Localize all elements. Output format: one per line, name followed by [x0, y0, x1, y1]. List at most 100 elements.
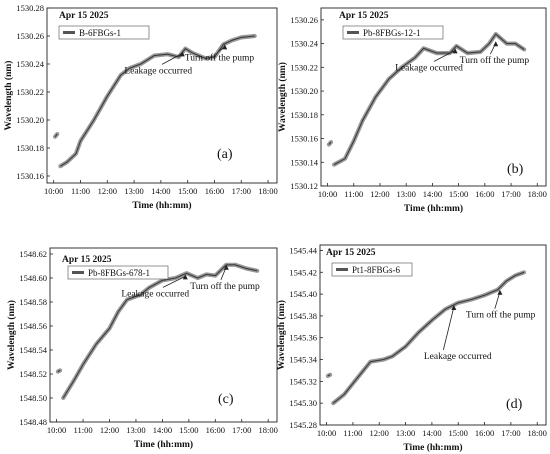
legend-label: Pb-8FBGs-12-1 [363, 28, 421, 38]
x-tick-label: 13:00 [397, 189, 416, 199]
annotation-arrowhead [222, 44, 228, 50]
y-tick-label: 1545.32 [289, 376, 317, 386]
x-tick-label: 15:00 [449, 189, 468, 199]
x-tick-label: 14:00 [423, 189, 442, 199]
y-tick-label: 1530.26 [16, 31, 44, 41]
legend-box [331, 262, 413, 277]
y-axis-label: Wavelength (nm) [276, 300, 287, 370]
y-tick-label: 1530.16 [16, 171, 44, 181]
y-tick-label: 1530.22 [16, 87, 44, 97]
annotation-label: Turn off the pump [460, 55, 530, 66]
date-text: Apr 15 2025 [59, 11, 109, 21]
y-tick-label: 1530.28 [16, 3, 44, 13]
x-tick-label: 10:00 [317, 428, 336, 438]
y-tick-label: 1530.20 [16, 115, 44, 125]
x-axis-label: Time (hh:mm) [403, 442, 462, 453]
series-line-main [60, 35, 255, 167]
annotation-arrowhead [451, 305, 457, 310]
y-tick-label: 1530.24 [290, 39, 318, 49]
x-tick-label: 11:00 [74, 425, 93, 435]
date-text: Apr 15 2025 [62, 255, 112, 265]
annotation-arrowhead [223, 264, 229, 270]
y-tick-label: 1548.58 [19, 297, 47, 307]
chart-panel-c: 10:00 11:00 12:00 13:00 14:00 15:00 16:00 17:00… [6, 247, 278, 450]
y-tick-label: 1548.62 [19, 249, 47, 259]
annotation-label: Turn off the pump [185, 52, 255, 63]
annotation-arrowhead [497, 289, 503, 295]
y-tick-label: 1545.30 [289, 398, 317, 408]
annotation-label: Leakage occurred [121, 289, 189, 299]
y-tick-label: 1545.44 [289, 245, 317, 255]
annotation-arrow [162, 276, 186, 288]
legend-label: B-6FBGs-1 [79, 28, 121, 38]
x-axis-label: Time (hh:mm) [132, 200, 191, 211]
y-tick-label: 1530.16 [290, 134, 318, 144]
annotation-label: Leakage occurred [124, 66, 192, 76]
x-tick-label: 14:00 [422, 428, 441, 438]
x-tick-label: 16:00 [475, 189, 494, 199]
series-line-pre [54, 133, 58, 138]
annotation-label: Turn off the pump [466, 310, 536, 321]
plot-frame [320, 7, 547, 187]
x-tick-label: 17:00 [232, 425, 251, 435]
chart-panel-a: 10:00 11:00 12:00 13:00 14:00 15:00 16:00 17:00… [3, 3, 278, 211]
annotation-label: Turn off the pump [190, 281, 260, 292]
x-tick-label: 13:00 [126, 425, 145, 435]
x-tick-label: 16:00 [205, 186, 224, 196]
panel-tag: (b) [507, 162, 524, 177]
x-tick-label: 14:00 [153, 425, 172, 435]
x-tick-label: 12:00 [370, 428, 389, 438]
legend-box [67, 265, 169, 280]
x-tick-label: 17:00 [232, 186, 251, 196]
x-tick-label: 11:00 [343, 428, 362, 438]
annotation-label: Leakage occurred [395, 63, 463, 73]
x-tick-label: 17:00 [501, 428, 520, 438]
plot-frame [319, 244, 547, 426]
legend-label: Pt1-8FBGs-6 [352, 265, 401, 275]
date-text: Apr 15 2025 [326, 248, 376, 258]
y-tick-label: 1548.52 [19, 369, 47, 379]
annotation-arrowhead [182, 274, 188, 280]
y-tick-label: 1530.24 [16, 59, 44, 69]
y-tick-label: 1545.40 [289, 289, 317, 299]
x-axis-label: Time (hh:mm) [404, 203, 463, 214]
y-tick-label: 1530.14 [290, 157, 318, 167]
y-tick-label: 1548.50 [19, 393, 47, 403]
y-tick-label: 1548.56 [19, 321, 47, 331]
x-tick-label: 10:00 [44, 186, 63, 196]
legend-box [58, 25, 150, 40]
y-tick-label: 1530.18 [290, 110, 318, 120]
x-tick-label: 14:00 [151, 186, 170, 196]
annotation-arrow [161, 53, 183, 65]
y-tick-label: 1545.42 [289, 267, 317, 277]
annotation-arrowhead [452, 48, 458, 54]
panel-tag: (a) [217, 147, 233, 162]
x-tick-label: 12:00 [370, 189, 389, 199]
y-tick-label: 1545.34 [289, 355, 317, 365]
series-band-main [332, 32, 527, 167]
annotation-arrowhead [493, 41, 499, 47]
series-line-pre [327, 374, 331, 377]
x-tick-label: 13:00 [124, 186, 143, 196]
series-line-main [332, 271, 525, 404]
x-tick-label: 16:00 [206, 425, 225, 435]
chart-panel-b: 10:00 11:00 12:00 13:00 14:00 15:00 16:00 17:00… [277, 7, 547, 214]
legend-box [342, 25, 444, 40]
legend-label: Pb-8FBGs-678-1 [88, 268, 150, 278]
date-text: Apr 15 2025 [339, 11, 389, 21]
panel-tag: (d) [506, 397, 523, 412]
x-tick-label: 11:00 [71, 186, 90, 196]
panel-tag: (c) [218, 392, 234, 407]
x-tick-label: 10:00 [318, 189, 337, 199]
x-tick-label: 18:00 [258, 425, 277, 435]
y-axis-label: Wavelength (nm) [3, 61, 14, 131]
series-line-pre [57, 369, 61, 373]
plot-frame [49, 247, 278, 423]
y-tick-label: 1545.38 [289, 311, 317, 321]
x-tick-label: 16:00 [475, 428, 494, 438]
annotation-arrow [433, 49, 456, 62]
y-tick-label: 1548.48 [19, 417, 47, 427]
y-tick-label: 1545.28 [289, 420, 317, 430]
x-axis-label: Time (hh:mm) [134, 439, 193, 450]
